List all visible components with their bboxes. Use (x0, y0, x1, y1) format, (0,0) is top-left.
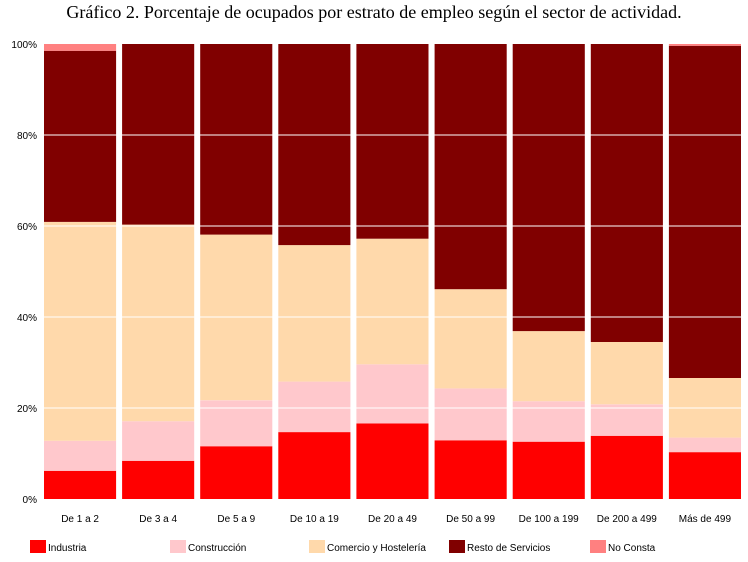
bar-segment-no-consta-9 (668, 44, 741, 46)
bar-segment-construcci-n-4 (278, 381, 351, 433)
y-tick-label: 100% (11, 40, 37, 51)
legend-item-construcci-n: Construcción (170, 540, 246, 554)
bar-segment-comercio-y-hosteler-a-5 (356, 238, 429, 365)
bar-segment-resto-de-servicios-9 (668, 45, 741, 379)
legend: Industria Construcción Comercio y Hosteler… (30, 540, 656, 554)
bar-segment-construcci-n-1 (44, 440, 117, 471)
bar-segment-construcci-n-5 (356, 364, 429, 424)
bar-segment-industria-9 (668, 452, 741, 499)
y-tick-label: 0% (23, 495, 38, 506)
bar-segment-industria-8 (590, 435, 663, 499)
legend-swatch (590, 540, 606, 553)
x-tick-label: De 10 a 19 (290, 514, 339, 525)
legend-label: No Consta (608, 543, 656, 554)
x-tick-label: Más de 499 (679, 514, 732, 525)
bar-segment-construcci-n-2 (122, 421, 195, 461)
legend-item-no-consta: No Consta (590, 540, 656, 554)
bar-segment-construcci-n-9 (668, 437, 741, 453)
bar-segment-comercio-y-hosteler-a-2 (122, 224, 195, 422)
bar-segment-construcci-n-3 (200, 400, 273, 447)
x-tick-label: De 100 a 199 (519, 514, 579, 525)
x-tick-label: De 5 a 9 (217, 514, 255, 525)
bar-segment-industria-7 (512, 441, 585, 499)
x-tick-label: De 50 a 99 (446, 514, 495, 525)
bar-segment-no-consta-1 (44, 44, 117, 51)
bar-segment-industria-2 (122, 460, 195, 499)
bar-segment-industria-3 (200, 446, 273, 499)
bar-segment-resto-de-servicios-7 (512, 44, 585, 332)
bar-segment-industria-5 (356, 423, 429, 499)
legend-item-resto-de-servicios: Resto de Servicios (449, 540, 550, 554)
y-tick-label: 80% (17, 131, 37, 142)
legend-item-industria: Industria (30, 540, 87, 554)
bar-segment-industria-6 (434, 440, 507, 499)
bar-segment-resto-de-servicios-4 (278, 44, 351, 246)
bar-segment-industria-1 (44, 470, 117, 499)
bar-segment-comercio-y-hosteler-a-6 (434, 289, 507, 389)
bar-segment-resto-de-servicios-1 (44, 50, 117, 222)
legend-swatch (309, 540, 325, 553)
bar-segment-comercio-y-hosteler-a-4 (278, 245, 351, 382)
x-tick-label: De 1 a 2 (61, 514, 99, 525)
legend-item-comercio-y-hosteler-a: Comercio y Hostelería (309, 540, 426, 554)
x-tick-label: De 3 a 4 (139, 514, 177, 525)
legend-swatch (30, 540, 46, 553)
bar-segment-comercio-y-hosteler-a-7 (512, 331, 585, 402)
grid-layer (41, 134, 744, 409)
bar-segment-construcci-n-6 (434, 388, 507, 441)
y-tick-label: 40% (17, 313, 37, 324)
bar-segment-construcci-n-8 (590, 404, 663, 436)
bar-segment-resto-de-servicios-8 (590, 44, 663, 342)
x-axis-ticks: De 1 a 2 De 3 a 4 De 5 a 9 De 10 a 19 De 20 … (61, 514, 731, 525)
y-tick-label: 20% (17, 404, 37, 415)
legend-label: Resto de Servicios (467, 543, 550, 554)
legend-swatch (170, 540, 186, 553)
bar-segment-industria-4 (278, 432, 351, 499)
bar-segment-resto-de-servicios-3 (200, 44, 273, 235)
x-tick-label: De 20 a 49 (368, 514, 417, 525)
y-axis-ticks: 0% 20% 40% 60% 80% 100% (11, 40, 37, 506)
legend-swatch (449, 540, 465, 553)
bar-segment-resto-de-servicios-5 (356, 44, 429, 239)
x-tick-label: De 200 a 499 (597, 514, 657, 525)
bar-segment-resto-de-servicios-2 (122, 44, 195, 225)
bars-layer (44, 44, 741, 499)
bar-segment-resto-de-servicios-6 (434, 44, 507, 290)
legend-label: Industria (48, 543, 87, 554)
legend-label: Construcción (188, 543, 246, 554)
bar-segment-comercio-y-hosteler-a-8 (590, 342, 663, 405)
bar-segment-comercio-y-hosteler-a-1 (44, 221, 117, 441)
legend-label: Comercio y Hostelería (327, 543, 426, 554)
y-tick-label: 60% (17, 222, 37, 233)
chart-title: Gráfico 2. Porcentaje de ocupados por es… (66, 2, 682, 22)
bar-segment-construcci-n-7 (512, 401, 585, 442)
